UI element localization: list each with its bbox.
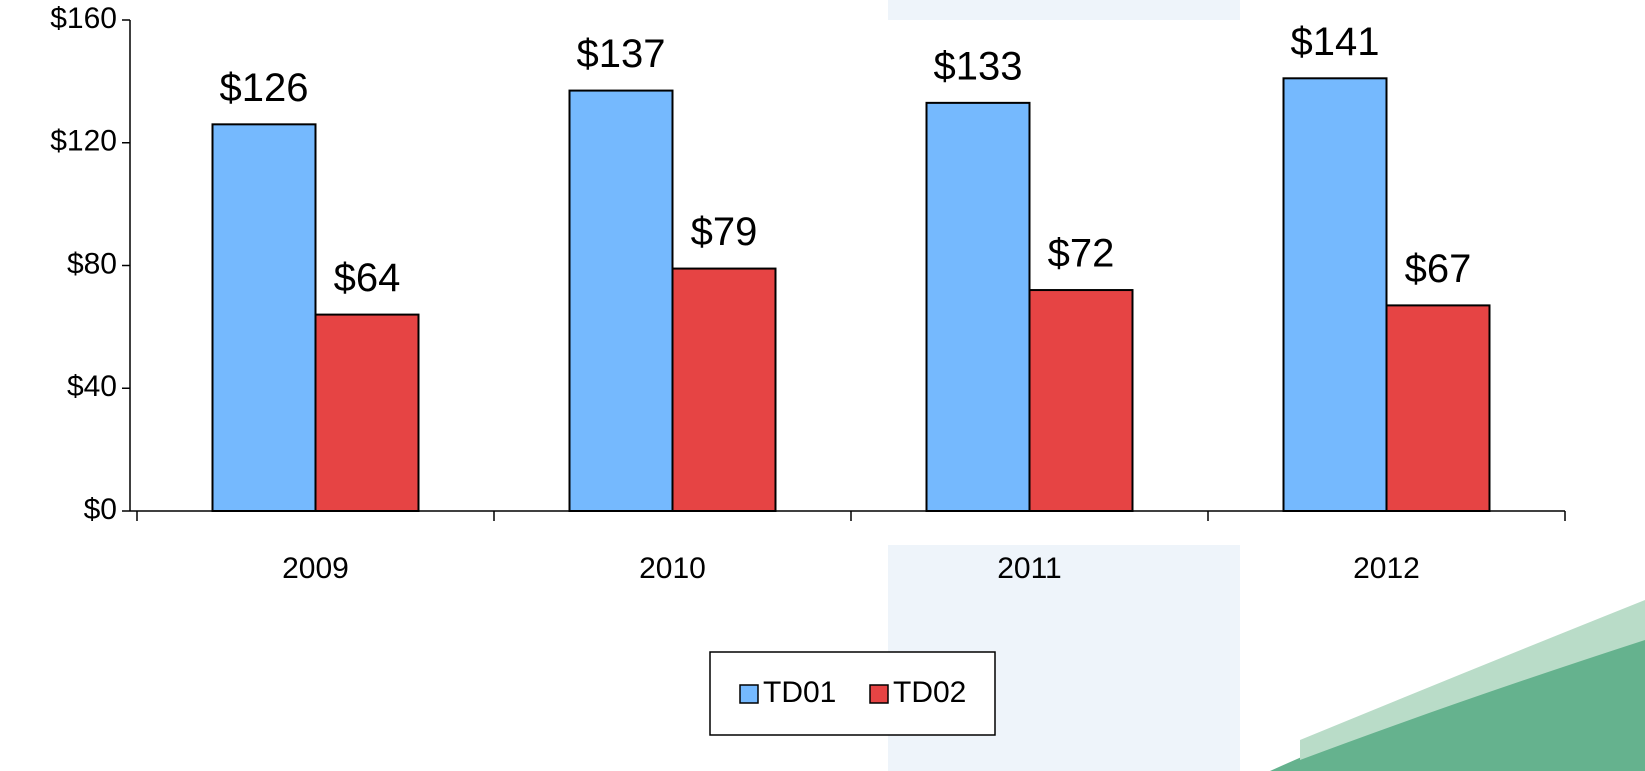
- bar: [314, 313, 420, 512]
- x-tick-label: 2010: [639, 552, 706, 585]
- data-label: $133: [934, 44, 1023, 88]
- bar: [1282, 77, 1388, 513]
- bar: [925, 101, 1031, 512]
- data-label: $79: [691, 210, 758, 254]
- legend-swatch: [739, 684, 759, 704]
- legend-swatch: [869, 684, 889, 704]
- decoration: [1300, 600, 1645, 760]
- data-label: $72: [1048, 232, 1115, 276]
- legend-label: TD01: [763, 676, 836, 709]
- data-label: $67: [1405, 247, 1472, 291]
- data-label: $64: [334, 256, 401, 300]
- x-tick-label: 2012: [1353, 552, 1420, 585]
- bar: [1028, 289, 1134, 512]
- legend-label: TD02: [893, 676, 966, 709]
- x-tick-label: 2011: [997, 552, 1062, 585]
- bar: [211, 123, 317, 513]
- y-tick-label: $80: [67, 247, 117, 280]
- data-label: $126: [220, 66, 309, 110]
- y-tick-label: $0: [84, 493, 117, 526]
- bar: [671, 267, 777, 512]
- y-tick-label: $120: [50, 125, 117, 158]
- x-tick-label: 2009: [282, 552, 349, 585]
- y-tick-label: $160: [50, 2, 117, 35]
- data-label: $141: [1291, 20, 1380, 64]
- bar: [1385, 304, 1491, 512]
- y-tick-label: $40: [67, 370, 117, 403]
- background-panel: [888, 0, 1240, 20]
- bar: [568, 89, 674, 513]
- data-label: $137: [577, 32, 666, 76]
